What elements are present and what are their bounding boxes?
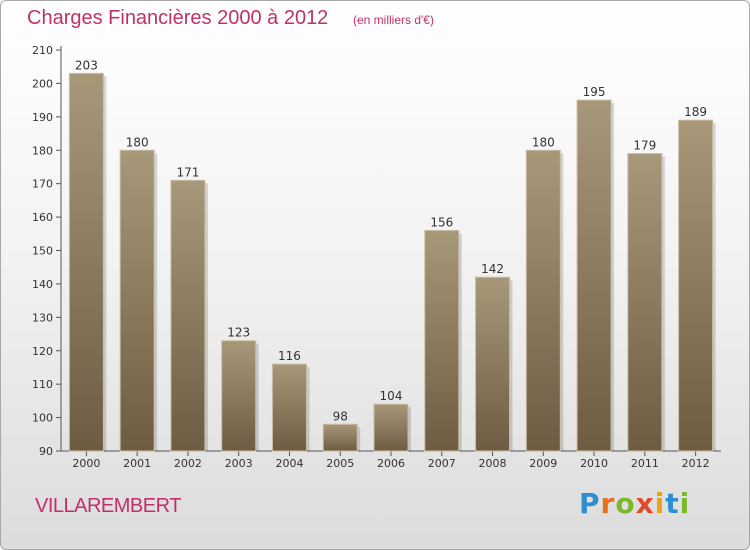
logo-letter: x — [635, 487, 655, 520]
chart-subtitle: (en milliers d'€) — [353, 13, 434, 27]
bar-value-label: 123 — [227, 326, 250, 340]
bar — [627, 153, 663, 452]
bars — [68, 72, 716, 452]
bar-value-label: 180 — [126, 135, 149, 149]
bar-value-label: 180 — [532, 135, 555, 149]
y-tick-label: 130 — [32, 311, 53, 324]
y-tick-label: 90 — [39, 445, 53, 458]
y-axis: 90 100 110 120 130 140 150 160 170 180 190 200 210 — [32, 44, 62, 458]
bar-value-label: 203 — [75, 58, 98, 72]
bar — [424, 229, 460, 452]
bar-value-label: 142 — [481, 262, 504, 276]
bar — [170, 179, 206, 452]
bar-value-label: 179 — [633, 139, 656, 153]
y-tick-label: 110 — [32, 378, 53, 391]
chart-title: Charges Financières 2000 à 2012 — [27, 7, 329, 29]
logo-letter: r — [600, 487, 616, 520]
y-tick-label: 150 — [32, 245, 53, 258]
bar — [475, 276, 511, 452]
x-tick-label: 2010 — [580, 457, 608, 470]
x-tick-label: 2007 — [428, 457, 456, 470]
logo-letter: i — [679, 487, 691, 520]
bar — [678, 119, 714, 452]
y-tick-label: 200 — [32, 77, 53, 90]
bar-value-label: 171 — [176, 165, 199, 179]
bar — [119, 149, 155, 452]
y-tick-label: 170 — [32, 178, 53, 191]
data-labels: 203 180 171 123 116 98 104 156 142 180 195 179 189 — [75, 58, 707, 423]
y-tick-label: 180 — [32, 144, 53, 157]
x-axis: 2000 2001 2002 2003 2004 2005 2006 2007 2008 2009… — [61, 450, 721, 470]
commune-name: VILLAREMBERT — [35, 495, 181, 517]
x-tick-label: 2008 — [479, 457, 507, 470]
x-tick-label: 2012 — [682, 457, 710, 470]
x-tick-label: 2003 — [225, 457, 253, 470]
logo-letter: t — [665, 487, 680, 520]
bar — [221, 340, 257, 452]
bar-value-label: 189 — [684, 105, 707, 119]
y-tick-label: 120 — [32, 345, 53, 358]
y-tick-label: 100 — [32, 412, 53, 425]
x-tick-label: 2005 — [326, 457, 354, 470]
x-tick-label: 2004 — [275, 457, 303, 470]
x-tick-label: 2011 — [631, 457, 659, 470]
x-tick-label: 2009 — [529, 457, 557, 470]
proxiti-logo[interactable]: Proxiti — [579, 487, 690, 520]
logo-letter: o — [615, 487, 636, 520]
bar — [525, 149, 561, 452]
bar-value-label: 104 — [380, 389, 403, 403]
y-tick-label: 210 — [32, 44, 53, 57]
y-tick-label: 140 — [32, 278, 53, 291]
bar-value-label: 116 — [278, 349, 301, 363]
x-tick-label: 2000 — [72, 457, 100, 470]
bar — [271, 363, 307, 452]
bar — [373, 403, 409, 452]
bar-value-label: 156 — [430, 215, 453, 229]
logo-letter: P — [579, 487, 601, 520]
y-tick-label: 160 — [32, 211, 53, 224]
bar — [322, 423, 358, 452]
bar — [576, 99, 612, 452]
bar-value-label: 195 — [583, 85, 606, 99]
bar-value-label: 98 — [333, 409, 348, 423]
x-tick-label: 2006 — [377, 457, 405, 470]
x-tick-label: 2002 — [174, 457, 202, 470]
y-tick-label: 190 — [32, 111, 53, 124]
x-tick-label: 2001 — [123, 457, 151, 470]
logo-letter: i — [654, 487, 666, 520]
bar — [68, 72, 104, 452]
